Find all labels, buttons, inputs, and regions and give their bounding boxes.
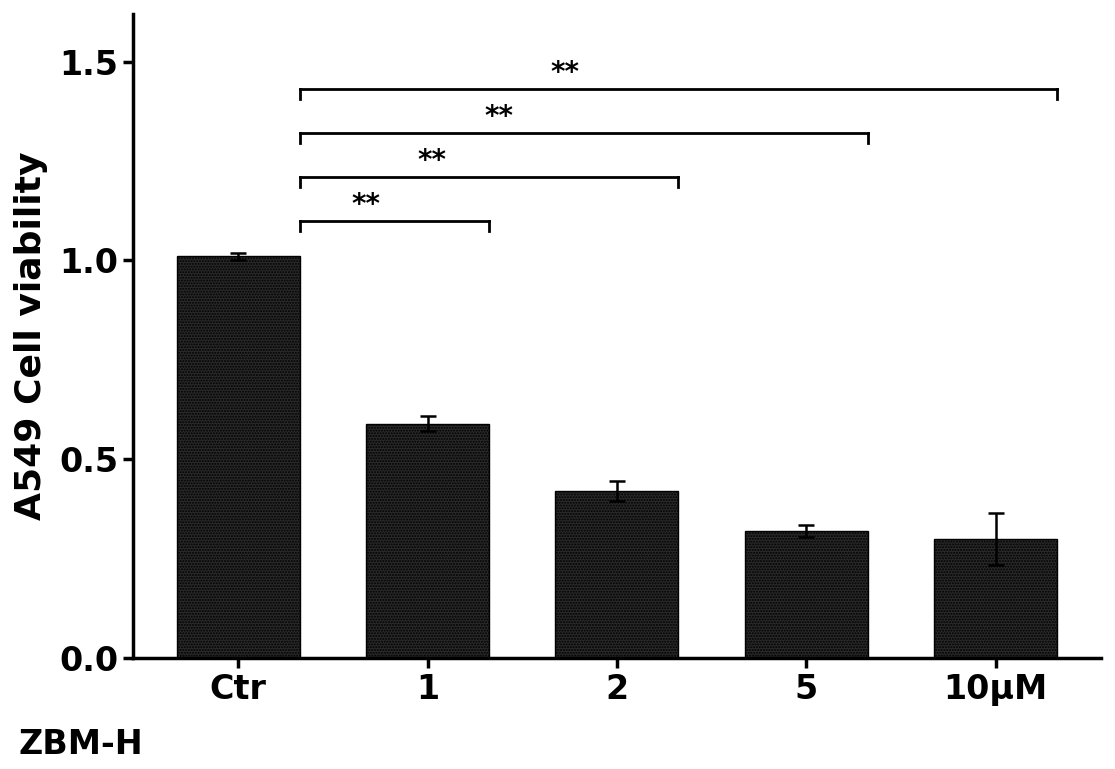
Text: ZBM-H: ZBM-H	[19, 727, 144, 761]
Text: **: **	[551, 59, 580, 88]
Bar	[176, 257, 300, 658]
Bar	[555, 491, 678, 658]
Text: **: **	[484, 103, 513, 131]
Bar	[745, 531, 867, 658]
Bar	[366, 424, 489, 658]
Y-axis label: A549 Cell viability: A549 Cell viability	[13, 151, 48, 521]
Text: **: **	[351, 191, 380, 218]
Bar	[934, 539, 1057, 658]
Text: **: **	[418, 147, 447, 175]
